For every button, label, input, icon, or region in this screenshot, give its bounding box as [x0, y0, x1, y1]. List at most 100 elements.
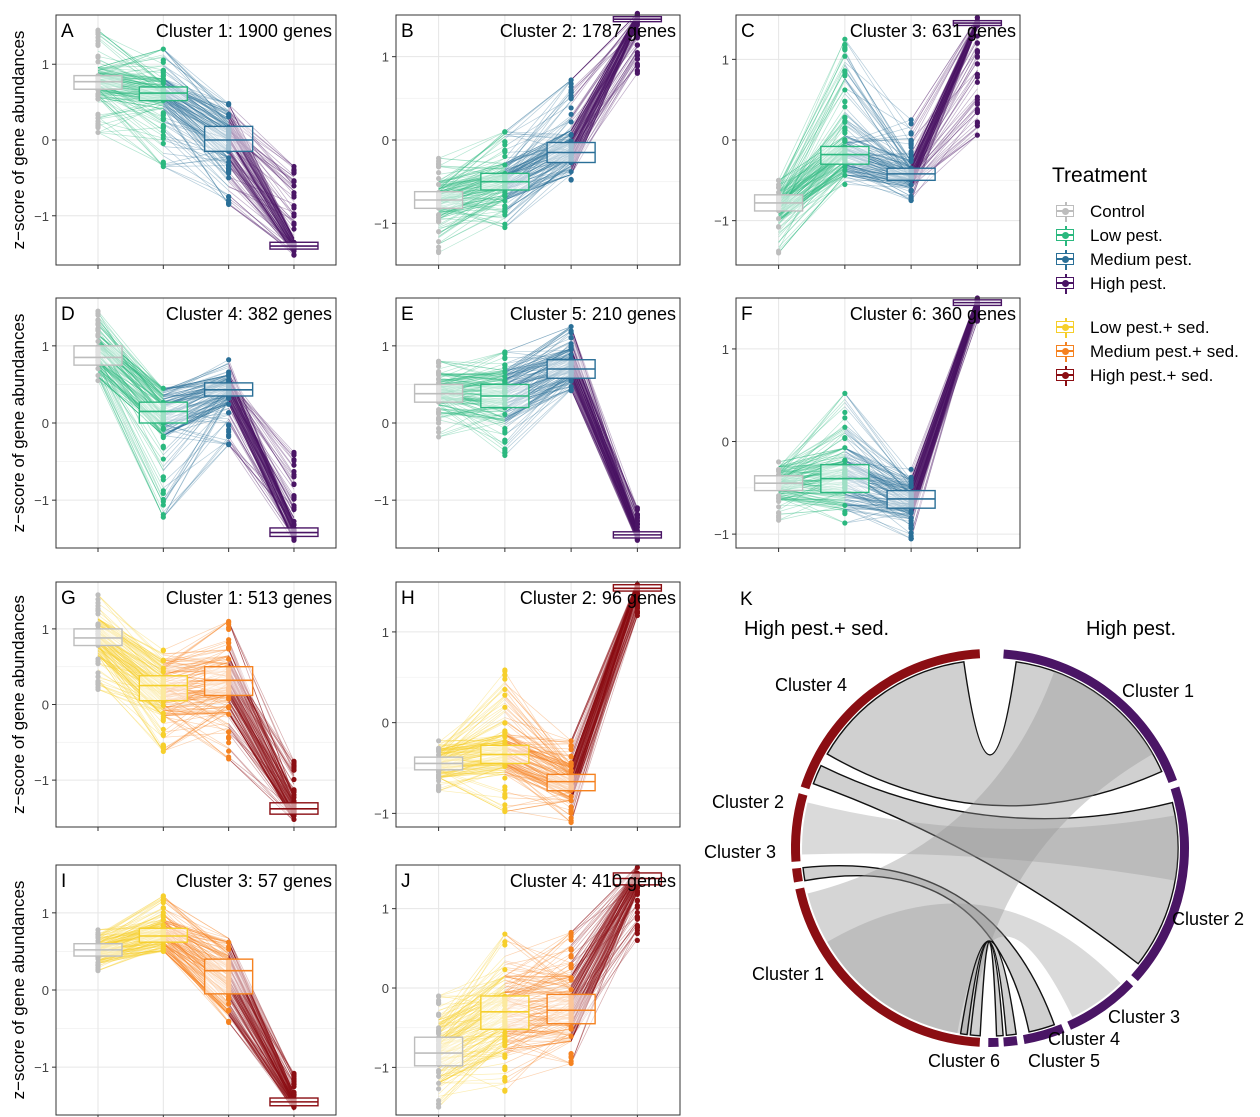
data-point [842, 69, 848, 75]
trajectory-segment [504, 330, 572, 374]
trajectory-segment [844, 139, 912, 169]
trajectory-segment [910, 97, 978, 178]
trajectory-segment [504, 383, 572, 414]
trajectory-segment [228, 378, 295, 529]
trajectory-segment [910, 17, 978, 169]
data-point [436, 429, 442, 435]
trajectory-segment [504, 375, 572, 419]
data-point [95, 656, 101, 662]
trajectory-segment [228, 371, 295, 533]
trajectory-segment [778, 114, 846, 210]
trajectory-segment [570, 350, 638, 530]
trajectory-segment [844, 137, 912, 143]
trajectory-segment [97, 68, 164, 83]
trajectory-segment [504, 372, 572, 420]
trajectory-segment [910, 21, 978, 172]
trajectory-segment [97, 31, 164, 80]
trajectory-segment [570, 358, 638, 531]
trajectory-segment [778, 171, 846, 243]
data-point [95, 680, 101, 686]
trajectory-segment [504, 163, 572, 219]
trajectory-segment [504, 353, 572, 380]
trajectory-segment [504, 389, 572, 413]
trajectory-segment [844, 184, 912, 188]
y-tick-label: 0 [42, 133, 49, 148]
trajectory-segment [844, 78, 912, 181]
trajectory-segment [438, 403, 506, 451]
trajectory-segment [570, 16, 638, 101]
trajectory-segment [570, 15, 638, 81]
trajectory-segment [910, 100, 978, 181]
trajectory-segment [570, 13, 638, 138]
trajectory-segment [438, 407, 505, 415]
trajectory-segment [228, 185, 295, 221]
data-point [95, 38, 101, 44]
trajectory-segment [228, 138, 295, 245]
panel-title: Cluster 3: 631 genes [850, 21, 1016, 41]
trajectory-segment [910, 23, 978, 180]
trajectory-segment [910, 55, 978, 181]
trajectory-segment [163, 398, 229, 437]
data-point-max [842, 36, 848, 42]
trajectory-segment [570, 383, 638, 542]
trajectory-segment [844, 172, 912, 187]
trajectory-segment [910, 21, 978, 139]
trajectory-segment [570, 15, 638, 156]
trajectory-segment [910, 21, 978, 174]
trajectory-segment [228, 403, 295, 541]
trajectory-segment [844, 169, 912, 200]
trajectory-segment [163, 48, 229, 126]
trajectory-segment [228, 403, 295, 504]
trajectory-segment [228, 374, 295, 523]
trajectory-segment [570, 365, 638, 529]
data-point [226, 423, 232, 429]
trajectory-segment [504, 350, 572, 365]
trajectory-segment [504, 326, 572, 381]
trajectory-segment [228, 385, 295, 514]
trajectory-segment [228, 393, 295, 507]
y-tick-label: 0 [722, 133, 729, 148]
trajectory-segment [438, 185, 506, 217]
trajectory-segment [163, 69, 229, 126]
trajectory-segment [97, 355, 164, 483]
trajectory-segment [910, 25, 978, 188]
trajectory-segment [97, 364, 164, 436]
panel-letter: A [61, 21, 74, 42]
trajectory-segment [504, 345, 572, 381]
trajectory-segment [910, 111, 978, 178]
trajectory-segment [438, 370, 505, 382]
trajectory-segment [504, 97, 572, 137]
trajectory-segment [97, 359, 164, 467]
trajectory-segment [504, 95, 572, 167]
trajectory-segment [570, 17, 638, 118]
trajectory-segment [570, 14, 638, 131]
trajectory-segment [97, 96, 164, 137]
trajectory-segment [570, 24, 638, 160]
trajectory-segment [910, 25, 978, 177]
trajectory-segment [570, 21, 638, 164]
trajectory-segment [163, 72, 229, 117]
data-point [908, 530, 914, 536]
trajectory-segment [570, 24, 638, 156]
trajectory-segment [438, 360, 505, 371]
trajectory-segment [97, 95, 164, 147]
trajectory-segment [778, 164, 846, 225]
trajectory-segment [163, 408, 229, 434]
trajectory-segment [228, 403, 295, 542]
trajectory-segment [228, 139, 295, 247]
trajectory-segment [504, 326, 572, 374]
trajectory-segment [97, 376, 164, 436]
trajectory-segment [504, 351, 572, 384]
trajectory-segment [910, 24, 978, 179]
data-point [436, 218, 442, 225]
data-point-max [226, 101, 232, 107]
trajectory-segment [504, 130, 572, 173]
trajectory-segment [570, 14, 638, 131]
trajectory-segment [228, 163, 295, 246]
trajectory-segment [163, 394, 229, 436]
trajectory-segment [844, 175, 912, 201]
data-point [974, 108, 980, 114]
trajectory-segment [570, 356, 638, 535]
trajectory-segment [570, 14, 638, 140]
trajectory-segment [778, 181, 846, 234]
